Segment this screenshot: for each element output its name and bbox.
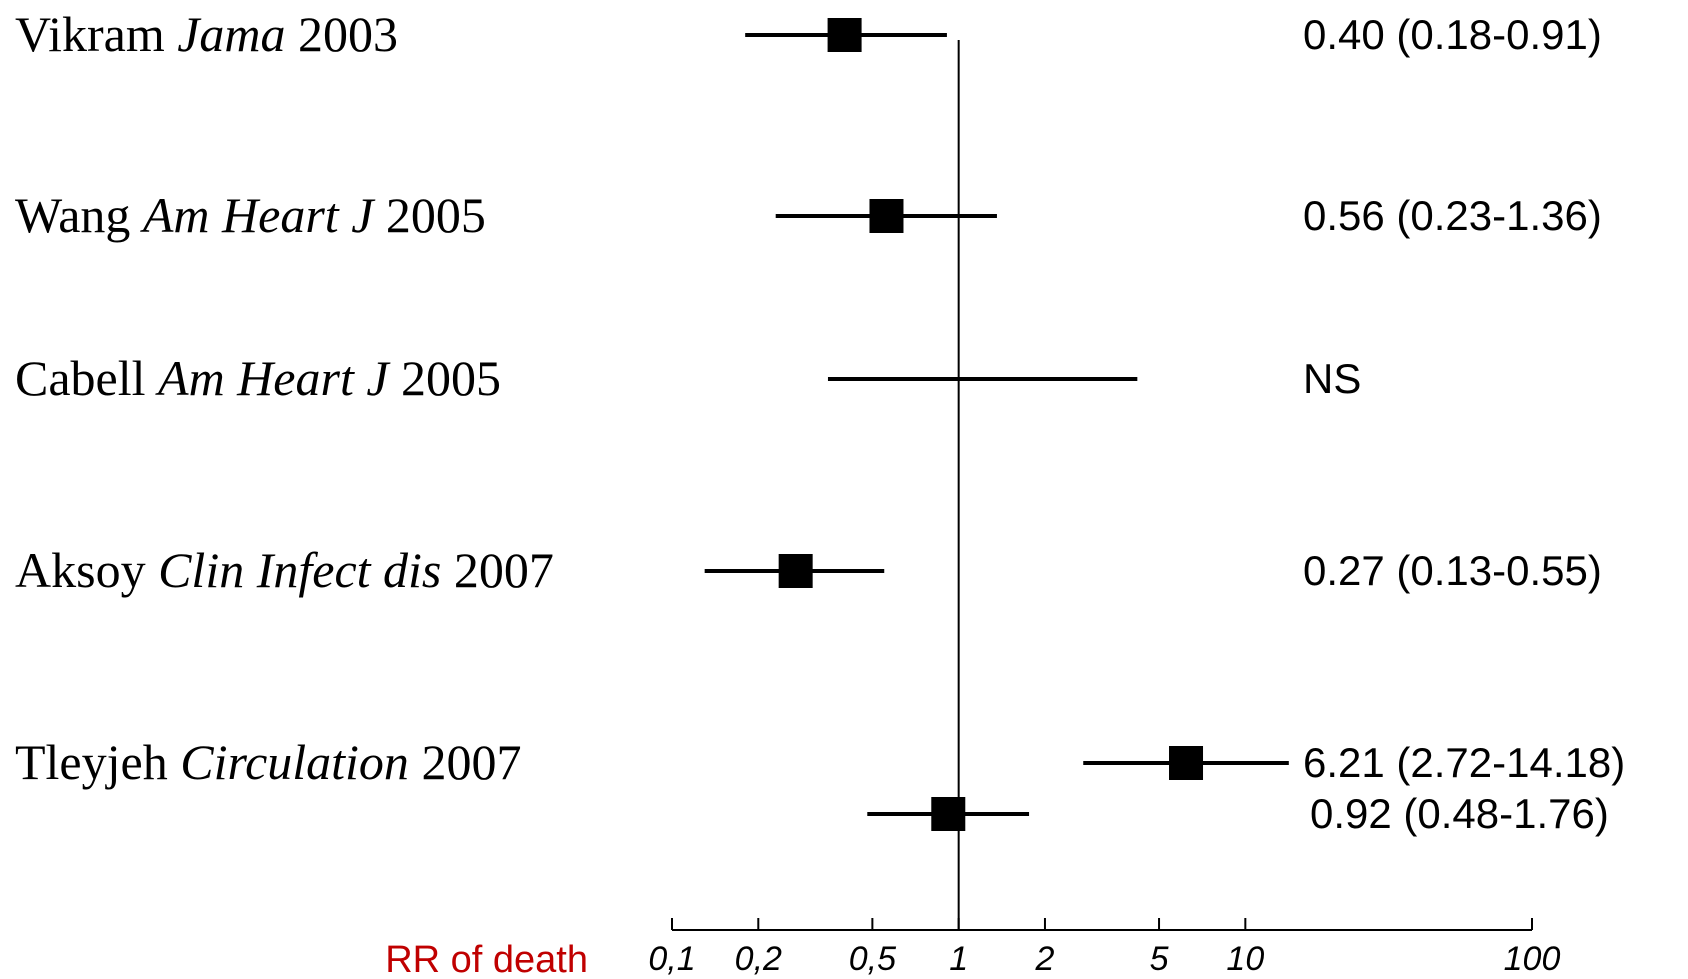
x-tick-label: 2	[1035, 940, 1055, 978]
point-estimate	[1169, 746, 1204, 780]
study-journal: Am Heart J	[155, 350, 391, 406]
study-year: 2005	[401, 350, 501, 406]
point-estimate	[827, 18, 862, 52]
value-label: 0.92 (0.48-1.76)	[1310, 790, 1609, 837]
x-tick-label: 0,5	[849, 940, 896, 978]
study-label: Vikram Jama 2003	[15, 6, 398, 62]
study-author: Wang	[15, 187, 130, 243]
x-tick-label: 0,1	[648, 940, 695, 978]
study-author: Vikram	[15, 6, 165, 62]
study-year: 2007	[421, 734, 521, 790]
study-label: Aksoy Clin Infect dis 2007	[15, 542, 554, 598]
x-axis-label: RR of death	[385, 939, 588, 979]
study-author: Tleyjeh	[15, 734, 168, 790]
study-journal: Circulation	[180, 734, 409, 790]
point-estimate	[931, 797, 966, 831]
x-tick-label: 0,2	[735, 940, 782, 978]
study-year: 2005	[386, 187, 486, 243]
x-tick-label: 100	[1504, 940, 1561, 978]
value-label: 0.40 (0.18-0.91)	[1303, 11, 1602, 58]
study-author: Aksoy	[15, 542, 146, 598]
study-author: Cabell	[15, 350, 146, 406]
study-year: 2007	[454, 542, 554, 598]
value-label: 0.56 (0.23-1.36)	[1303, 192, 1602, 239]
x-tick-label: 1	[949, 940, 968, 978]
study-label: Tleyjeh Circulation 2007	[15, 734, 521, 790]
x-tick-label: 5	[1150, 940, 1169, 978]
value-label: 0.27 (0.13-0.55)	[1303, 547, 1602, 594]
study-journal: Jama	[177, 6, 285, 62]
point-estimate	[778, 554, 813, 588]
value-label: 6.21 (2.72-14.18)	[1303, 739, 1625, 786]
study-label: Cabell Am Heart J 2005	[15, 350, 501, 406]
study-journal: Am Heart J	[140, 187, 376, 243]
value-label: NS	[1303, 355, 1361, 402]
study-label: Wang Am Heart J 2005	[15, 187, 486, 243]
point-estimate	[869, 199, 904, 233]
study-year: 2003	[298, 6, 398, 62]
study-journal: Clin Infect dis	[158, 542, 441, 598]
x-tick-label: 10	[1226, 940, 1264, 978]
